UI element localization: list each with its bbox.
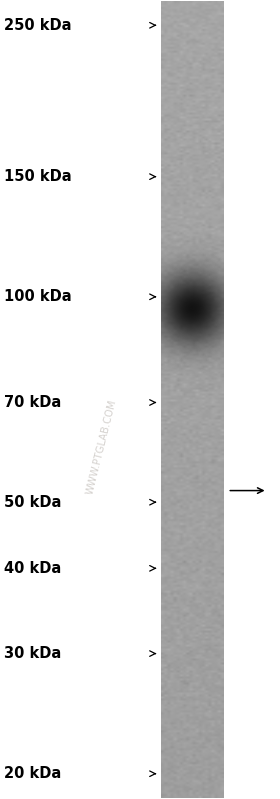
Text: WWW.PTGLAB.COM: WWW.PTGLAB.COM [85,399,118,496]
Text: 150 kDa: 150 kDa [4,169,72,184]
Text: 100 kDa: 100 kDa [4,289,72,304]
Text: 20 kDa: 20 kDa [4,766,61,781]
Text: 50 kDa: 50 kDa [4,495,62,510]
Text: 70 kDa: 70 kDa [4,395,61,410]
Text: 40 kDa: 40 kDa [4,561,61,576]
Text: 30 kDa: 30 kDa [4,646,61,661]
Text: 250 kDa: 250 kDa [4,18,72,33]
